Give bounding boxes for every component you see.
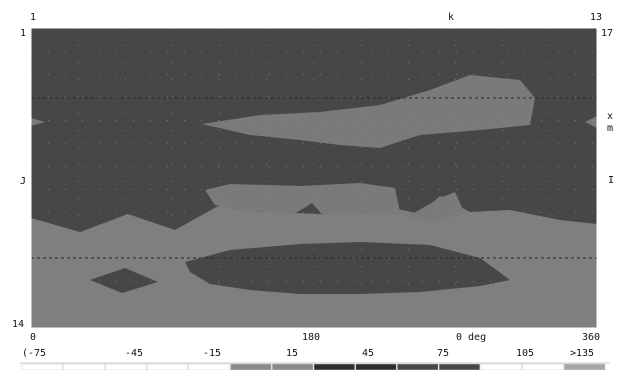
colorbar-swatch	[397, 363, 439, 370]
colorbar-label-6: 105	[516, 348, 535, 359]
colorbar-label-0: (-75	[22, 348, 47, 359]
left-axis-bottom-label: 14	[12, 319, 25, 330]
colorbar-swatch	[480, 363, 522, 370]
colorbar-swatch	[355, 363, 397, 370]
right-axis-top-label: 17	[601, 28, 614, 39]
x-tick-180: 180	[302, 332, 321, 343]
colorbar-swatch	[522, 363, 564, 370]
colorbar-swatch	[564, 363, 606, 370]
left-axis-mid-label: J	[20, 176, 27, 187]
x-tick-360: 360	[582, 332, 601, 343]
x-tick-0: 0	[30, 332, 37, 343]
right-axis-label-2: m	[607, 123, 614, 134]
right-axis-label-1: x	[607, 111, 614, 122]
colorbar-label-7: >135	[570, 348, 595, 359]
small-triangle-region	[296, 203, 322, 214]
left-axis-top-label: 1	[20, 28, 27, 39]
colorbar-label-4: 45	[362, 348, 375, 359]
left-edge-region	[31, 118, 45, 126]
right-axis-label-3: I	[608, 175, 615, 186]
colorbar-swatch	[272, 363, 314, 370]
x-axis-unit-label: 0 deg	[456, 332, 487, 343]
upper-band-region	[202, 75, 535, 148]
colorbar-swatch	[105, 363, 147, 370]
colorbar-label-5: 75	[437, 348, 450, 359]
colorbar-swatch	[21, 363, 63, 370]
colorbar-swatch	[313, 363, 355, 370]
colorbar-swatch	[63, 363, 105, 370]
colorbar-label-3: 15	[286, 348, 299, 359]
right-edge-region	[585, 116, 597, 128]
top-axis-left-label: 1	[30, 12, 37, 23]
colorbar-label-1: -45	[125, 348, 144, 359]
lower-core-region	[185, 242, 510, 294]
top-axis-mid-label: k	[448, 12, 455, 23]
top-axis-right-label: 13	[590, 12, 603, 23]
plot-frame	[30, 27, 598, 329]
colorbar-label-2: -15	[203, 348, 222, 359]
colorbar-swatch	[438, 363, 481, 370]
colorbar-swatch	[188, 363, 230, 370]
middle-band-region	[205, 183, 465, 222]
colorbar-swatch	[230, 363, 272, 370]
colorbar-swatch	[146, 363, 189, 370]
colorbar	[21, 363, 606, 370]
small-diamond-region	[90, 268, 158, 293]
